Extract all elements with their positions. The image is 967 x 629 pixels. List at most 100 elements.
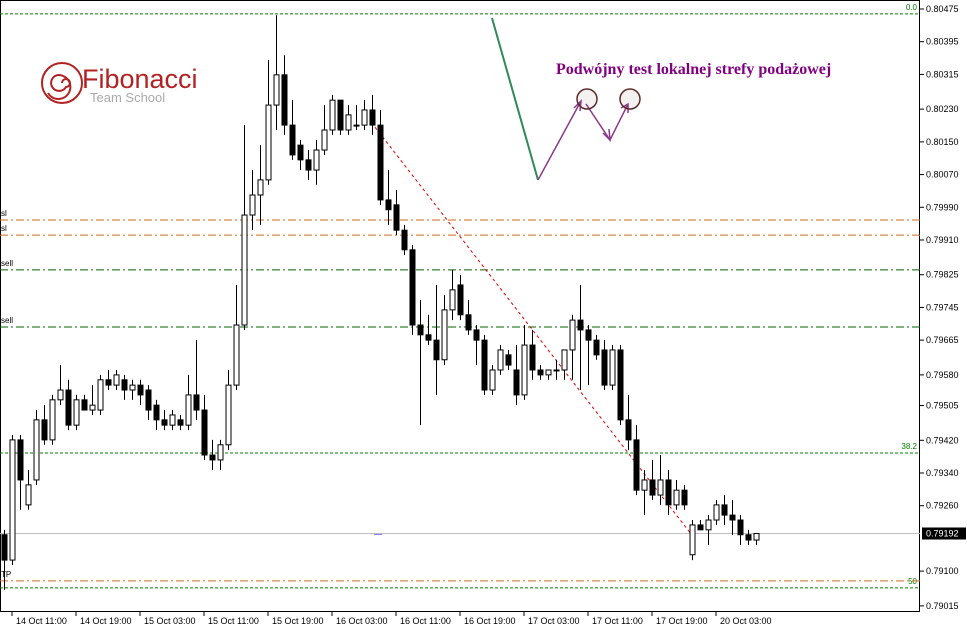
drawn-line — [491, 17, 539, 181]
x-tick-label: 15 Oct 03:00 — [144, 616, 196, 626]
y-tick-label: 0.79505 — [926, 401, 959, 411]
candle-body — [377, 124, 384, 201]
candle-body — [57, 389, 64, 401]
fib-level-label: 38.2 — [901, 442, 917, 451]
candle-body — [521, 344, 528, 396]
candle-body — [497, 349, 504, 371]
candle-body — [321, 129, 328, 151]
candle-body — [105, 379, 112, 386]
candle-body — [337, 99, 344, 131]
candle-body — [633, 439, 640, 491]
candle-body — [137, 384, 144, 396]
y-tick-label: 0.79015 — [926, 601, 959, 611]
candle-body — [89, 404, 96, 411]
candle-body — [657, 479, 664, 496]
candle-body — [249, 194, 256, 216]
candle-body — [305, 159, 312, 171]
y-tick-label: 0.80230 — [926, 104, 959, 114]
candle-body — [145, 389, 152, 411]
candle-body — [169, 414, 176, 426]
candle-body — [17, 439, 24, 481]
arrows — [537, 88, 641, 181]
candle-body — [569, 319, 576, 351]
x-tick-label: 16 Oct 11:00 — [400, 616, 451, 626]
candle-body — [537, 369, 544, 376]
x-tick-label: 20 Oct 03:00 — [720, 616, 772, 626]
candle-body — [753, 533, 760, 541]
candle-body — [609, 349, 616, 386]
candle-body — [641, 479, 648, 491]
candle-body — [41, 419, 48, 441]
y-tick-label: 0.79825 — [926, 270, 959, 280]
candle-body — [673, 489, 680, 506]
candle-body — [745, 534, 752, 541]
candle-body — [289, 124, 296, 156]
candle-body — [681, 489, 688, 506]
candle-body — [585, 329, 592, 341]
candle-body — [225, 384, 232, 446]
y-tick-label: 0.79340 — [926, 468, 959, 478]
candle-body — [345, 114, 352, 131]
order-level-label: sell — [1, 259, 13, 268]
candle-body — [417, 324, 424, 336]
candle-body — [577, 319, 584, 331]
candle-body — [385, 199, 392, 211]
candle-body — [553, 369, 560, 372]
candle-body — [369, 109, 376, 126]
last-price-label: 0.79192 — [926, 529, 959, 539]
candle-body — [601, 349, 608, 386]
candle-body — [593, 339, 600, 356]
candle-body — [297, 144, 304, 161]
candle-body — [393, 204, 400, 231]
candle-body — [481, 339, 488, 391]
candle-body — [113, 374, 120, 386]
circle-marker — [576, 88, 598, 110]
candle-body — [281, 74, 288, 126]
fib-level-label: 0.0 — [906, 3, 918, 12]
annotation: Podwójny test lokalnej strefy podażowej — [556, 61, 831, 78]
candle-body — [721, 504, 728, 516]
y-tick-label: 0.80315 — [926, 69, 959, 79]
y-tick-label: 0.80475 — [926, 4, 959, 14]
candle-body — [561, 349, 568, 371]
candle-body — [697, 524, 704, 531]
y-tick-label: 0.79745 — [926, 302, 959, 312]
candle-body — [649, 479, 656, 496]
candle-body — [129, 384, 136, 391]
candle-body — [489, 369, 496, 391]
candle-body — [209, 454, 216, 461]
candle-body — [273, 74, 280, 106]
candle-body — [473, 329, 480, 341]
candle-body — [689, 524, 696, 556]
circle-marker — [619, 88, 641, 110]
candle-body — [409, 249, 416, 326]
candle-body — [505, 354, 512, 366]
candle-body — [65, 389, 72, 426]
candle-body — [185, 394, 192, 426]
candle-body — [121, 379, 128, 391]
candle-body — [713, 504, 720, 521]
logo-ring — [41, 62, 83, 104]
y-tick-label: 0.79260 — [926, 501, 959, 511]
x-tick-label: 14 Oct 11:00 — [16, 616, 67, 626]
y-tick-label: 0.79910 — [926, 235, 959, 245]
x-tick-label: 17 Oct 19:00 — [656, 616, 708, 626]
candle-body — [257, 179, 264, 196]
candle-body — [9, 439, 16, 561]
candle-body — [737, 519, 744, 536]
candle-body — [73, 399, 80, 426]
candle-body — [201, 409, 208, 456]
candle-body — [329, 99, 336, 131]
candle-body — [233, 324, 240, 386]
x-tick-label: 17 Oct 11:00 — [592, 616, 643, 626]
arrow-head — [602, 128, 611, 142]
order-level-label: sl — [1, 209, 7, 218]
x-tick-label: 15 Oct 11:00 — [208, 616, 259, 626]
candle-body — [449, 289, 456, 311]
y-tick-label: 0.79420 — [926, 435, 959, 445]
candle-body — [457, 284, 464, 316]
candle-body — [705, 519, 712, 531]
candle-body — [441, 309, 448, 361]
candle-body — [49, 399, 56, 441]
